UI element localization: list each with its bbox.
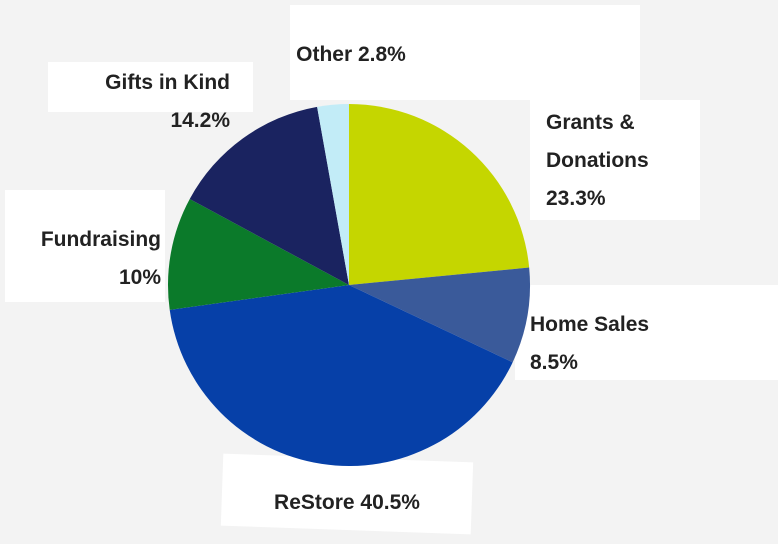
label-box: [530, 100, 700, 220]
label-box: [5, 190, 165, 302]
pie-slice: [317, 104, 349, 285]
label-box: [290, 5, 640, 100]
slice-label: Home Sales 8.5%: [530, 306, 680, 382]
slice-label: Gifts in Kind 14.2%: [40, 64, 230, 140]
category-name: Other: [296, 43, 353, 66]
pie-slice: [349, 267, 530, 363]
pie-slice: [169, 285, 513, 467]
pie: [168, 104, 530, 467]
category-name: ReStore: [274, 491, 355, 514]
slice-label: Other 2.8%: [266, 36, 436, 74]
slice-label: Grants & Donations 23.3%: [546, 104, 696, 218]
value-label: 40.5%: [360, 491, 420, 514]
value-label: 8.5%: [530, 351, 578, 374]
category-name: Home Sales: [530, 313, 650, 336]
slice-label: Fundraising 10%: [5, 221, 161, 297]
slice-label: ReStore 40.5%: [232, 484, 462, 522]
category-name: Grants & Donations: [546, 111, 649, 172]
category-name: Gifts in Kind: [105, 71, 230, 94]
value-label: 14.2%: [170, 109, 230, 132]
value-label: 2.8%: [357, 43, 406, 66]
pie-slice: [349, 104, 530, 285]
pie-slice: [168, 198, 349, 310]
category-name: Fundraising: [40, 228, 161, 251]
value-label: 10%: [118, 266, 161, 289]
pie-slice: [189, 106, 349, 285]
label-box: [48, 62, 253, 112]
label-box: [220, 453, 474, 535]
label-box: [515, 285, 778, 380]
value-label: 23.3%: [546, 187, 606, 210]
